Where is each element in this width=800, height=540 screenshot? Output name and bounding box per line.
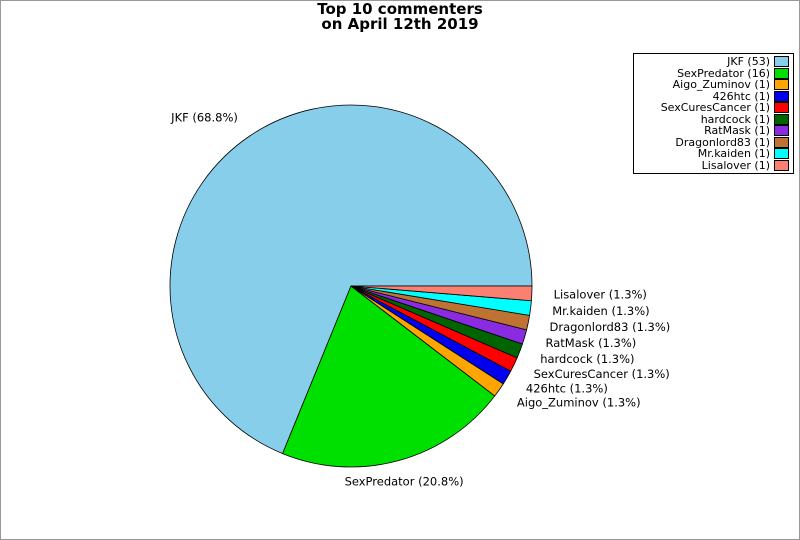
legend-swatch-SexCuresCancer: [774, 102, 789, 114]
legend-swatch-SexPredator: [774, 67, 789, 79]
legend-item-JKF: JKF (53): [638, 55, 789, 69]
legend-swatch-426htc: [774, 90, 789, 102]
legend-label: JKF (53): [727, 55, 770, 69]
pie-slice-label-JKF: JKF (68.8%): [170, 111, 238, 125]
pie-slice-JKF: [169, 104, 533, 455]
chart-title: Top 10 commenters on April 12th 2019: [1, 2, 799, 32]
legend-label: RatMask (1): [704, 124, 770, 138]
legend: JKF (53) SexPredator (16) Aigo_Zuminov (1)…: [633, 53, 794, 174]
legend-swatch-Aigo_Zuminov: [774, 79, 789, 91]
legend-item-SexPredator: SexPredator (16): [638, 66, 789, 80]
legend-label: Lisalover (1): [701, 158, 770, 172]
legend-swatch-Lisalover: [774, 159, 789, 171]
pie-slice-label-SexPredator: SexPredator (20.8%): [345, 475, 464, 489]
legend-item-hardcock: hardcock (1): [638, 112, 789, 126]
pie-slice-Lisalover: [350, 285, 533, 302]
chart-title-line-1: Top 10 commenters: [317, 0, 483, 18]
legend-item-Mr.kaiden: Mr.kaiden (1): [638, 147, 789, 161]
pie-slice-label-hardcock: hardcock (1.3%): [540, 352, 634, 366]
legend-swatch-hardcock: [774, 113, 789, 125]
pie-slice-label-RatMask: RatMask (1.3%): [546, 336, 637, 350]
legend-label: Aigo_Zuminov (1): [672, 78, 770, 92]
legend-item-RatMask: RatMask (1): [638, 124, 789, 138]
legend-item-Dragonlord83: Dragonlord83 (1): [638, 135, 789, 149]
legend-swatch-RatMask: [774, 125, 789, 137]
chart-title-line-2: on April 12th 2019: [321, 15, 479, 33]
legend-label: 426htc (1): [712, 89, 770, 103]
legend-label: Dragonlord83 (1): [675, 135, 770, 149]
legend-label: hardcock (1): [700, 112, 770, 126]
legend-swatch-JKF: [774, 56, 789, 68]
pie-slice-label-Dragonlord83: Dragonlord83 (1.3%): [550, 320, 671, 334]
legend-label: Mr.kaiden (1): [697, 147, 770, 161]
pie-slice-label-Lisalover: Lisalover (1.3%): [554, 287, 647, 301]
legend-label: SexPredator (16): [677, 66, 770, 80]
legend-swatch-Dragonlord83: [774, 136, 789, 148]
legend-label: SexCuresCancer (1): [660, 101, 770, 115]
legend-swatch-Mr.kaiden: [774, 148, 789, 160]
pie-slice-label-Mr.kaiden: Mr.kaiden (1.3%): [552, 304, 649, 318]
pie-slice-label-Aigo_Zuminov: Aigo_Zuminov (1.3%): [517, 396, 641, 410]
pie-slice-SexPredator: [282, 285, 496, 468]
legend-item-Aigo_Zuminov: Aigo_Zuminov (1): [638, 78, 789, 92]
legend-item-SexCuresCancer: SexCuresCancer (1): [638, 101, 789, 115]
legend-item-426htc: 426htc (1): [638, 89, 789, 103]
pie-slice-label-SexCuresCancer: SexCuresCancer (1.3%): [534, 367, 670, 381]
legend-item-Lisalover: Lisalover (1): [638, 158, 789, 172]
pie-slice-label-426htc: 426htc (1.3%): [526, 382, 608, 396]
